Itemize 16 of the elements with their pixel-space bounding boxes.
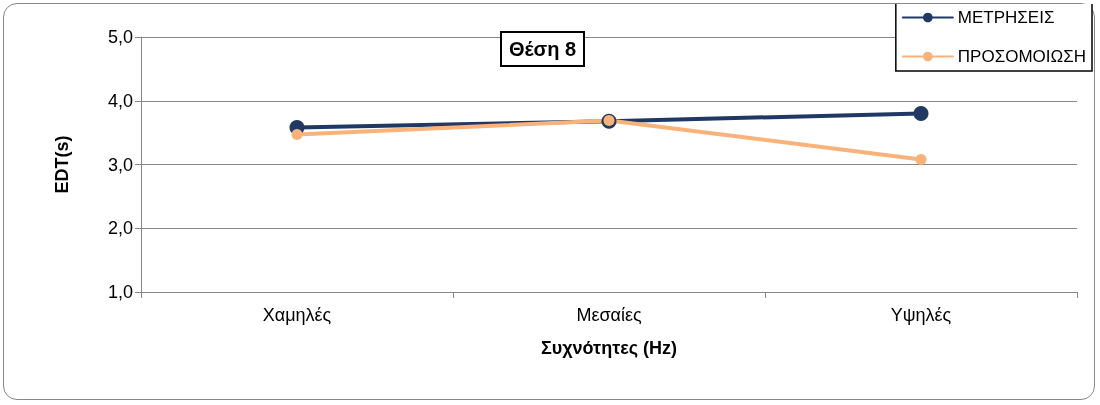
point: [913, 106, 929, 121]
y-tick-label: 5,0: [107, 27, 133, 47]
point: [915, 153, 927, 165]
x-tick-label: Χαμηλές: [262, 305, 332, 325]
x-tick-label: Μεσαίες: [576, 305, 642, 325]
point: [291, 129, 303, 141]
y-tick-label: 1,0: [107, 282, 133, 302]
y-tick-label: 3,0: [107, 154, 133, 175]
y-tick-label: 4,0: [107, 90, 133, 111]
legend-label: ΠΡΟΣΟΜΟΙΩΣΗ: [957, 47, 1087, 66]
chart-title: Θέση 8: [509, 38, 577, 60]
y-axis-title: EDT(s): [52, 135, 72, 194]
x-tick-label: Υψηλές: [890, 305, 952, 325]
legend-label: ΜΕΤΡΗΣΕΙΣ: [957, 8, 1055, 27]
x-axis-title: Συχνότητες (Hz): [540, 338, 678, 358]
y-tick-label: 2,0: [107, 218, 133, 239]
